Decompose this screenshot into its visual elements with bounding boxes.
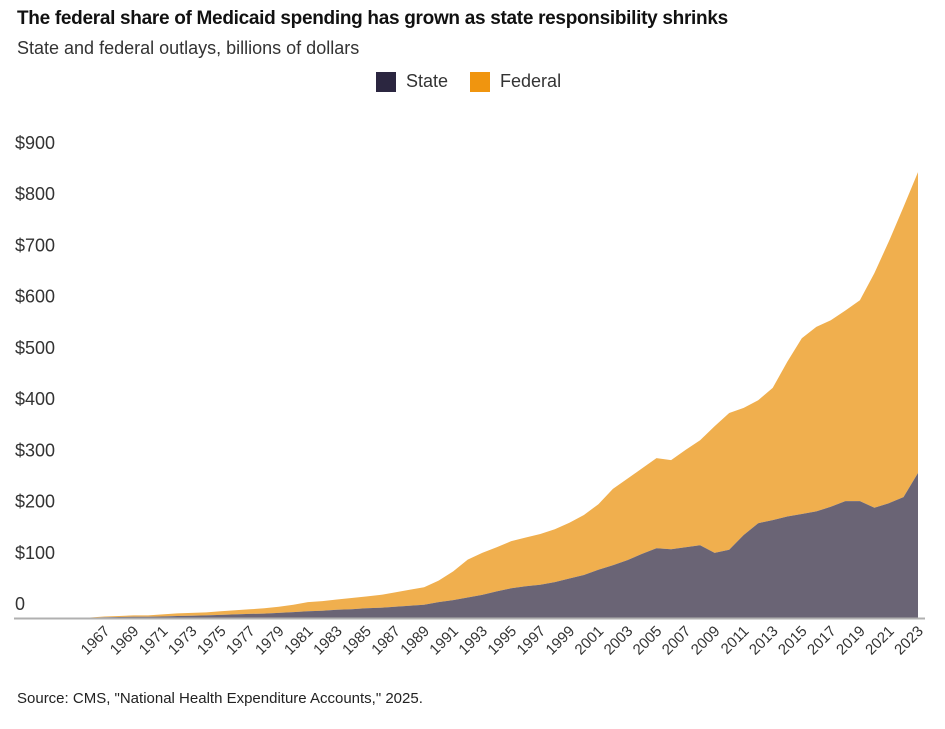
legend-label-federal: Federal (500, 71, 562, 91)
x-tick-label: 2005 (630, 623, 666, 659)
x-tick-label: 2011 (718, 623, 753, 658)
y-tick-label: 0 (15, 594, 25, 614)
y-tick-label: $600 (15, 287, 55, 307)
legend-swatch-federal (470, 71, 491, 92)
x-tick-label: 1977 (223, 623, 259, 659)
x-tick-label: 1969 (107, 623, 143, 659)
y-tick-label: $300 (15, 440, 55, 460)
x-tick-label: 1971 (136, 623, 172, 659)
legend-item-state: State (376, 71, 448, 92)
x-tick-label: 1989 (397, 623, 433, 659)
x-tick-label: 1999 (543, 623, 579, 659)
area-state (90, 473, 918, 618)
x-tick-label: 1993 (455, 623, 491, 659)
x-tick-label: 2019 (833, 623, 869, 659)
source-note: Source: CMS, "National Health Expenditur… (17, 690, 423, 707)
chart-title: The federal share of Medicaid spending h… (17, 8, 728, 29)
x-tick-label: 1987 (368, 623, 404, 659)
x-tick-label: 2015 (775, 623, 811, 659)
y-tick-label: $200 (15, 492, 55, 512)
x-tick-label: 1997 (514, 623, 550, 659)
legend-item-federal: Federal (470, 71, 561, 92)
y-tick-label: $900 (15, 133, 55, 153)
x-tick-label: 2007 (659, 623, 695, 659)
x-tick-label: 1975 (194, 623, 230, 659)
legend-swatch-state (376, 71, 396, 92)
x-tick-label: 1973 (165, 623, 201, 659)
y-tick-label: $800 (15, 184, 55, 204)
x-tick-label: 1991 (426, 623, 462, 659)
x-tick-label: 1981 (281, 623, 317, 659)
x-tick-label: 1967 (78, 623, 114, 659)
x-tick-label: 2017 (804, 623, 840, 659)
x-tick-label: 1983 (310, 623, 346, 659)
chart-subtitle: State and federal outlays, billions of d… (17, 38, 360, 58)
y-tick-label: $500 (15, 338, 55, 358)
x-tick-label: 2013 (746, 623, 782, 659)
x-tick-label: 2001 (572, 623, 608, 659)
area-federal (90, 172, 918, 618)
y-tick-label: $100 (15, 543, 55, 563)
legend: State Federal (376, 71, 583, 92)
x-tick-label: 2003 (601, 623, 637, 659)
x-tick-label: 1995 (484, 623, 520, 659)
x-tick-label: 1979 (252, 623, 288, 659)
y-tick-label: $400 (15, 389, 55, 409)
x-tick-label: 2009 (688, 623, 724, 659)
x-tick-label: 1985 (339, 623, 375, 659)
x-tick-label: 2021 (862, 623, 898, 659)
x-tick-label: 2023 (891, 623, 927, 659)
legend-label-state: State (406, 71, 449, 91)
y-tick-label: $700 (15, 235, 55, 255)
